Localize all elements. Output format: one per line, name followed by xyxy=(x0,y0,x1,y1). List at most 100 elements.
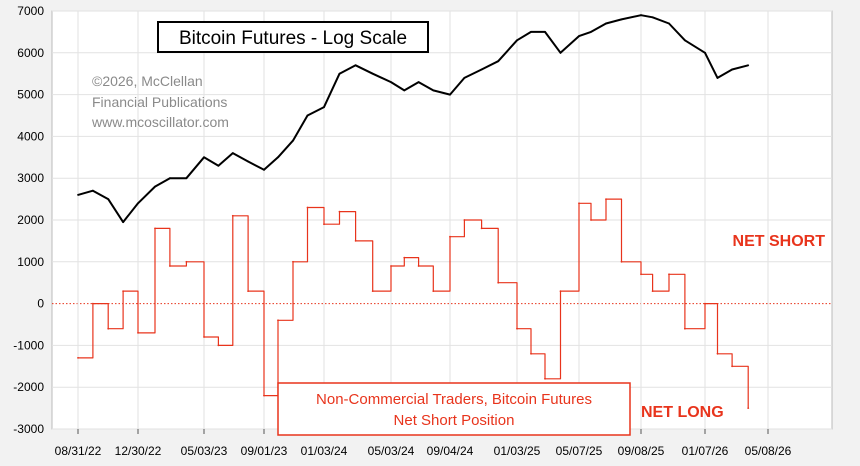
price-point xyxy=(92,189,94,192)
position-point xyxy=(169,265,171,267)
net-short-label: NET SHORT xyxy=(733,233,826,250)
position-point xyxy=(417,265,420,267)
y-tick-label: -3000 xyxy=(13,422,44,436)
y-tick-label: 0 xyxy=(37,297,44,311)
x-tick-label: 01/03/25 xyxy=(494,444,541,458)
price-point xyxy=(169,177,171,180)
y-tick-label: -2000 xyxy=(13,380,44,394)
title-box xyxy=(157,21,429,53)
x-tick-label: 05/03/24 xyxy=(368,444,415,458)
y-tick-label: 4000 xyxy=(17,129,44,143)
position-point xyxy=(137,332,139,334)
price-point xyxy=(137,202,139,205)
price-point xyxy=(354,64,357,67)
position-point xyxy=(371,290,374,292)
price-point xyxy=(403,89,406,92)
price-point xyxy=(122,221,124,224)
position-point xyxy=(449,235,451,238)
position-point xyxy=(544,377,546,380)
price-point xyxy=(605,22,607,25)
price-point xyxy=(77,194,79,196)
price-point xyxy=(668,22,670,25)
price-point xyxy=(390,81,392,83)
chart-title: Bitcoin Futures - Log Scale xyxy=(179,28,407,49)
x-tick-label: 12/30/22 xyxy=(115,444,162,458)
y-tick-label: 1000 xyxy=(17,255,44,269)
price-point xyxy=(620,18,623,21)
position-point xyxy=(497,281,500,284)
y-tick-label: 7000 xyxy=(17,4,44,18)
position-point xyxy=(390,265,392,267)
x-tick-label: 05/03/23 xyxy=(181,444,228,458)
credit-line-2: Financial Publications xyxy=(92,94,227,110)
price-point xyxy=(578,35,580,37)
position-point xyxy=(684,327,686,330)
x-tick-label: 09/01/23 xyxy=(241,444,288,458)
price-point xyxy=(480,68,483,71)
position-point xyxy=(217,344,220,347)
position-point xyxy=(704,302,706,305)
price-point xyxy=(231,152,234,155)
price-point xyxy=(338,72,341,75)
price-point xyxy=(497,60,500,63)
price-point xyxy=(306,114,309,117)
price-point xyxy=(590,31,592,33)
position-point xyxy=(516,327,518,330)
price-point xyxy=(203,156,205,159)
price-point xyxy=(292,139,294,142)
price-point xyxy=(107,198,110,201)
price-point xyxy=(704,51,706,54)
bitcoin-price-line xyxy=(77,14,749,224)
position-point xyxy=(578,202,580,205)
price-point xyxy=(463,77,466,79)
price-point xyxy=(371,72,374,75)
price-point xyxy=(449,93,451,96)
axis-layer: 7000 6000 5000 4000 3000 2000 1000 0 -1000 -2000 -… xyxy=(13,4,791,458)
position-point xyxy=(668,273,670,276)
position-point xyxy=(605,198,607,201)
net-short-position-line xyxy=(78,198,749,409)
price-point xyxy=(277,156,279,159)
price-point xyxy=(530,31,532,33)
x-tick-label: 09/04/24 xyxy=(427,444,474,458)
position-point xyxy=(651,290,654,292)
y-tick-label: 5000 xyxy=(17,88,44,102)
price-point xyxy=(640,14,642,17)
position-point xyxy=(731,365,733,368)
x-tick-label: 05/07/25 xyxy=(556,444,603,458)
price-point xyxy=(716,77,719,79)
price-point xyxy=(263,168,265,171)
position-point xyxy=(338,210,341,213)
price-point xyxy=(417,81,420,83)
x-tick-label: 05/08/26 xyxy=(745,444,792,458)
position-point xyxy=(306,206,309,209)
position-point xyxy=(480,227,483,230)
series-layer xyxy=(77,14,750,409)
position-point xyxy=(107,327,110,330)
position-point xyxy=(716,352,719,355)
position-point xyxy=(530,352,532,355)
position-point xyxy=(354,240,357,242)
price-point xyxy=(323,106,325,108)
position-point xyxy=(432,290,435,292)
price-point xyxy=(747,64,750,67)
net-long-label: NET LONG xyxy=(641,404,724,421)
y-tick-label: 3000 xyxy=(17,171,44,185)
position-point xyxy=(620,260,623,263)
position-point xyxy=(263,394,265,397)
position-point xyxy=(185,260,188,263)
position-point xyxy=(292,260,294,263)
position-point xyxy=(403,256,406,259)
x-tick-label: 01/03/24 xyxy=(301,444,348,458)
position-point xyxy=(590,219,592,221)
price-point xyxy=(559,51,562,54)
credit-line-1: ©2026, McClellan xyxy=(92,73,203,89)
position-point xyxy=(323,223,325,226)
price-point xyxy=(432,89,435,92)
position-point xyxy=(247,290,250,292)
description-line-2: Net Short Position xyxy=(394,412,515,429)
description-line-1: Non-Commercial Traders, Bitcoin Futures xyxy=(316,391,592,408)
y-tick-label: -1000 xyxy=(13,338,44,352)
